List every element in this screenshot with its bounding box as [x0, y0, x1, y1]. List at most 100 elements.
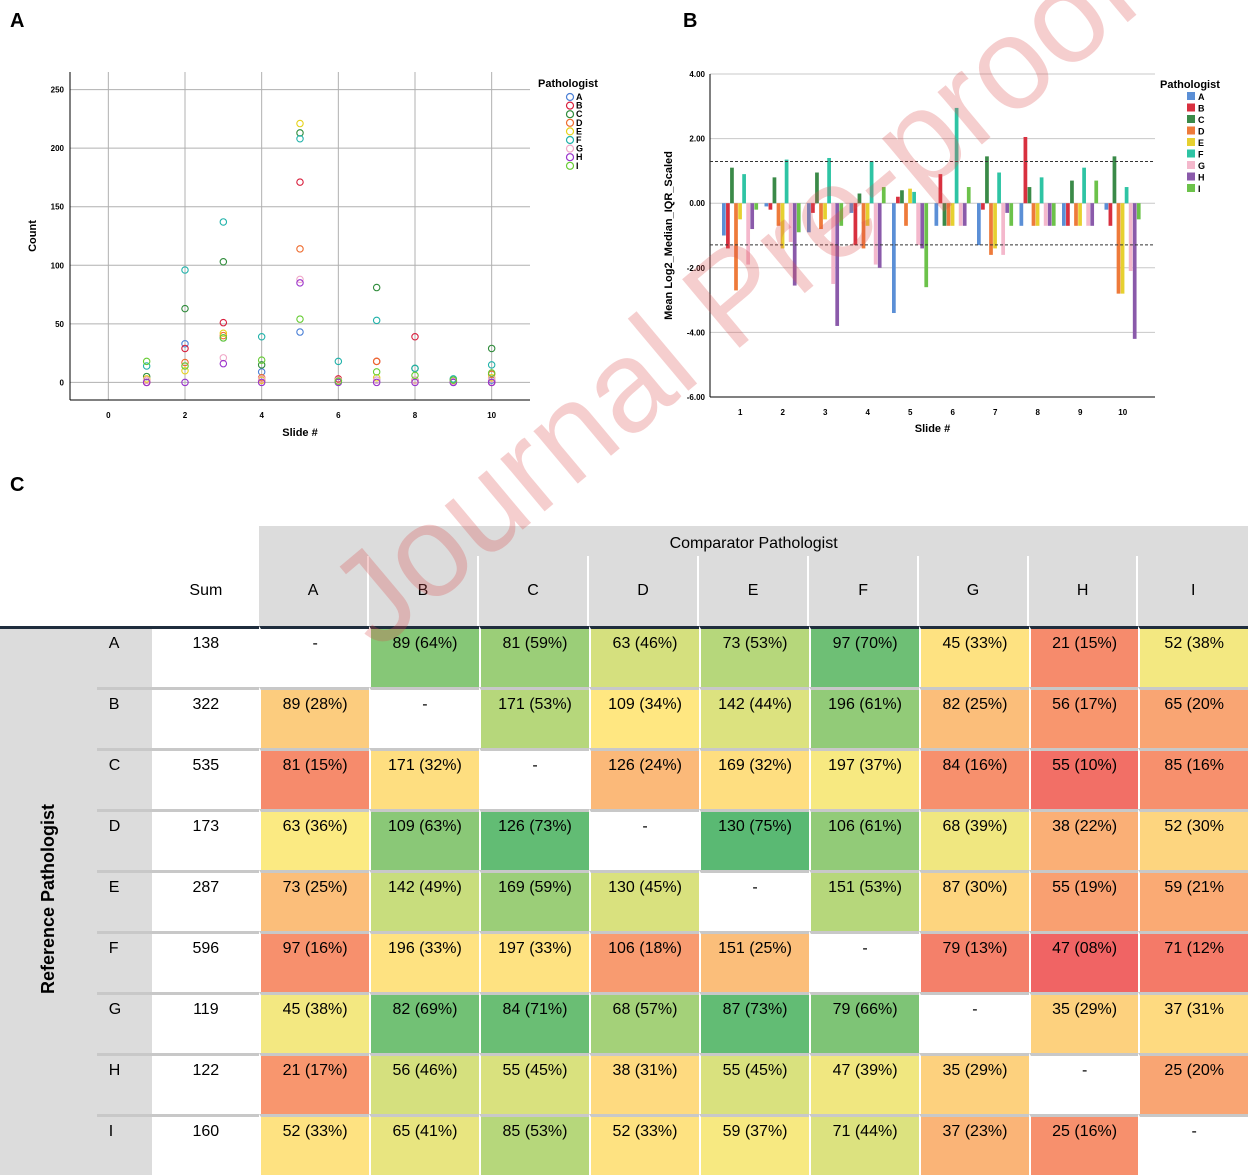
agreement-matrix: Comparator Pathologist Sum A B C D E F G H I Refere…: [0, 526, 1248, 1175]
row-sum: 322: [152, 687, 260, 748]
legend-label: E: [576, 126, 582, 136]
bar-d: [989, 203, 993, 255]
y-tick-label: 0: [60, 378, 65, 387]
legend-marker-f: [565, 135, 575, 145]
bar-e: [865, 203, 870, 226]
matrix-cell: 85 (16%: [1138, 748, 1248, 809]
column-header: D: [589, 556, 700, 626]
bar-b: [811, 203, 815, 213]
legend-swatch-e: [1187, 138, 1195, 146]
bar-a: [722, 203, 726, 236]
bar-i: [881, 187, 886, 204]
row-sum: 119: [152, 992, 260, 1053]
x-axis-title: Slide #: [915, 423, 950, 435]
scatter-point-b: [181, 344, 189, 353]
bar-c: [772, 177, 777, 204]
matrix-cell: 59 (37%): [699, 1114, 810, 1175]
matrix-cell: 106 (61%): [809, 809, 920, 870]
x-tick-label: 2: [780, 408, 785, 417]
x-tick-label: 8: [413, 411, 418, 420]
legend-label: D: [1198, 127, 1205, 137]
matrix-cell: 151 (53%): [809, 870, 920, 931]
matrix-cell: 89 (28%): [259, 687, 369, 748]
matrix-cell: 68 (57%): [589, 992, 700, 1053]
scatter-point-d: [296, 245, 304, 253]
bar-f: [1082, 167, 1086, 204]
bar-d: [734, 203, 738, 291]
bar-a: [764, 203, 769, 207]
row-label: B: [96, 687, 153, 748]
bar-h: [835, 203, 840, 326]
matrix-cell: -: [478, 748, 589, 809]
scatter-point-i: [257, 356, 266, 364]
legend-label: F: [1198, 150, 1204, 160]
legend-label: A: [1198, 92, 1205, 102]
matrix-cell: 126 (73%): [478, 809, 589, 870]
matrix-cell: 197 (33%): [478, 931, 589, 992]
bar-f: [912, 191, 916, 204]
matrix-cell: 82 (69%): [368, 992, 479, 1053]
bar-h: [1047, 203, 1052, 226]
bar-e: [1035, 203, 1040, 226]
legend-label: E: [1198, 138, 1204, 148]
scatter-point-i: [487, 369, 496, 377]
bar-a: [977, 203, 981, 246]
y-tick-label: -2.00: [687, 264, 706, 273]
bar-d: [1116, 203, 1121, 294]
table-row: I 160 52 (33%) 65 (41%) 85 (53%) 52 (33%) 59 (…: [0, 1114, 1248, 1175]
x-tick-label: 5: [908, 408, 913, 417]
column-header: G: [919, 556, 1029, 626]
matrix-cell: 55 (45%): [478, 1053, 589, 1114]
matrix-cell: 56 (46%): [368, 1053, 479, 1114]
matrix-cell: 52 (38%: [1138, 626, 1248, 687]
matrix-cell: 52 (33%): [589, 1114, 700, 1175]
y-tick-label: 200: [51, 144, 65, 153]
legend-marker-c: [565, 110, 575, 119]
legend-label: C: [576, 109, 583, 119]
scatter-point-i: [411, 371, 419, 380]
bar-f: [869, 161, 874, 204]
bar-f: [954, 107, 959, 204]
matrix-cell: 45 (33%): [919, 626, 1029, 687]
bar-f: [1124, 187, 1129, 204]
matrix-cell: 151 (25%): [699, 931, 810, 992]
x-tick-label: 4: [259, 411, 264, 420]
bar-b: [938, 174, 943, 204]
legend-label: D: [576, 118, 583, 128]
matrix-cell: 82 (25%): [919, 687, 1029, 748]
legend-marker-e: [565, 127, 575, 136]
x-tick-label: 4: [865, 408, 870, 417]
row-sum: 596: [152, 931, 260, 992]
x-tick-label: 9: [1078, 408, 1083, 417]
legend-swatch-g: [1187, 161, 1195, 169]
bar-i: [1094, 180, 1099, 204]
legend-marker-g: [565, 144, 575, 153]
bar-b: [853, 203, 858, 246]
row-sum: 122: [152, 1053, 260, 1114]
bar-i: [1051, 203, 1056, 226]
scatter-point-f: [181, 266, 189, 274]
bar-f: [784, 159, 789, 204]
legend-label: H: [576, 152, 583, 162]
column-header: A: [259, 556, 369, 626]
scatter-point-i: [296, 315, 304, 323]
bar-c: [900, 190, 904, 204]
y-tick-label: -4.00: [687, 328, 706, 337]
bar-d: [776, 203, 781, 226]
bar-g: [1001, 203, 1006, 255]
legend-swatch-i: [1187, 184, 1195, 192]
row-label: E: [96, 870, 153, 931]
matrix-cell: 55 (19%): [1028, 870, 1139, 931]
bar-a: [1019, 203, 1024, 226]
matrix-cell: 73 (25%): [259, 870, 369, 931]
legend-label: H: [1198, 173, 1205, 183]
matrix-cell: 35 (29%): [1028, 992, 1139, 1053]
bar-a: [1062, 203, 1066, 226]
matrix-cell: -: [1138, 1114, 1248, 1175]
x-tick-label: 10: [487, 411, 496, 420]
matrix-cell: 89 (64%): [368, 626, 479, 687]
row-sum: 287: [152, 870, 260, 931]
bar-d: [1074, 203, 1078, 226]
bar-b: [726, 203, 730, 249]
